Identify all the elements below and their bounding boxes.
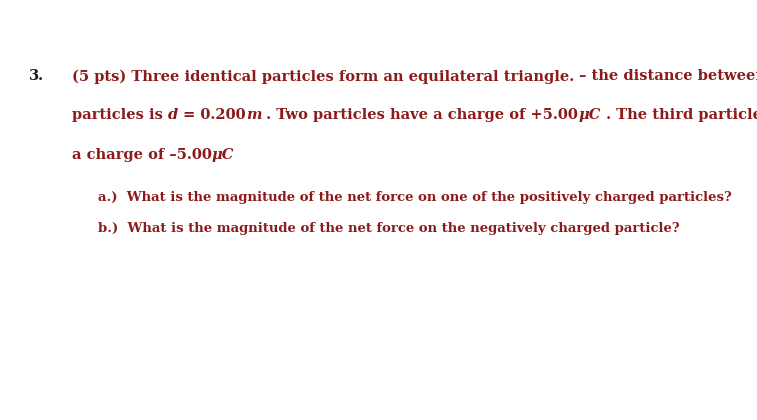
Text: – the distance between any two: – the distance between any two xyxy=(574,69,757,83)
Text: μC: μC xyxy=(578,108,600,122)
Text: a.)  What is the magnitude of the net force on one of the positively charged par: a.) What is the magnitude of the net for… xyxy=(98,191,732,204)
Text: μC: μC xyxy=(212,148,234,162)
Text: d: d xyxy=(168,108,178,122)
Text: a charge of –5.00: a charge of –5.00 xyxy=(72,148,212,162)
Text: (5 pts) Three identical particles form an equilateral triangle.: (5 pts) Three identical particles form a… xyxy=(72,69,574,84)
Text: b.)  What is the magnitude of the net force on the negatively charged particle?: b.) What is the magnitude of the net for… xyxy=(98,222,680,235)
Text: 3.: 3. xyxy=(29,69,44,83)
Text: . Two particles have a charge of +5.00: . Two particles have a charge of +5.00 xyxy=(261,108,578,122)
Text: particles is: particles is xyxy=(72,108,168,122)
Text: m: m xyxy=(246,108,261,122)
Text: . The third particle has: . The third particle has xyxy=(600,108,757,122)
Text: = 0.200: = 0.200 xyxy=(178,108,246,122)
